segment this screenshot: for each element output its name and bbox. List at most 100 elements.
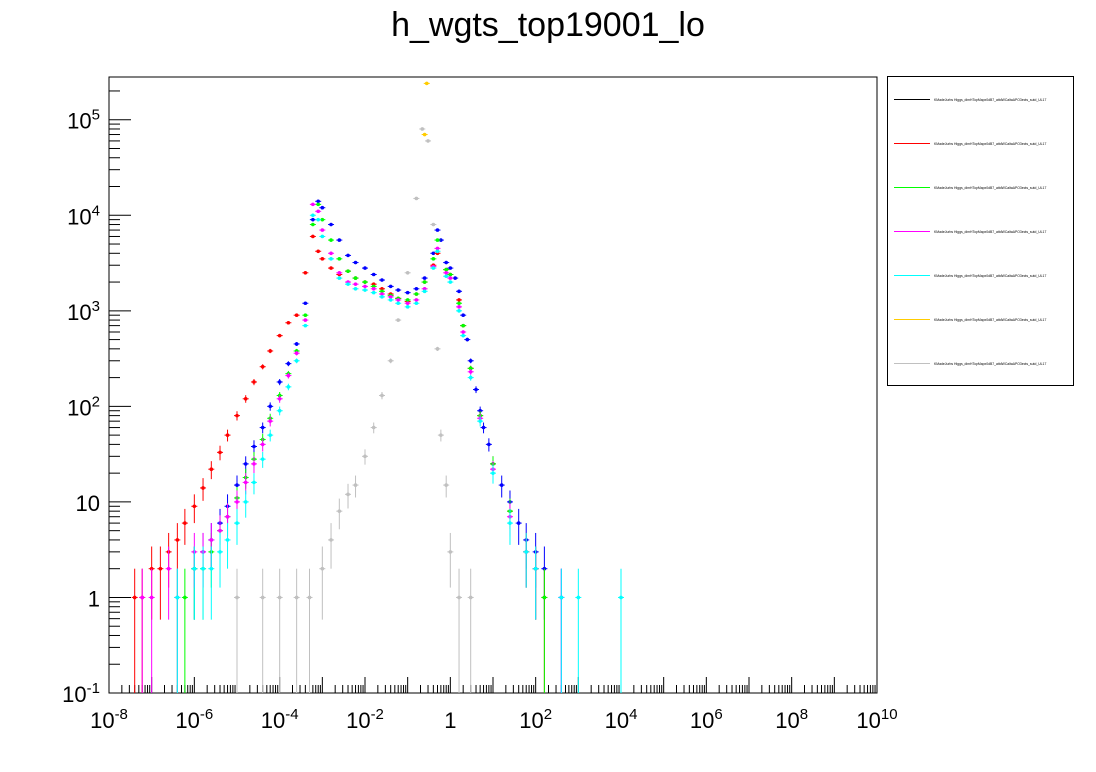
data-point <box>294 313 299 317</box>
data-point <box>243 480 248 485</box>
data-point <box>329 257 333 261</box>
data-point <box>457 309 461 313</box>
data-point <box>277 380 282 384</box>
data-point <box>268 349 273 353</box>
data-point <box>303 313 308 317</box>
data-point <box>444 483 448 487</box>
series-6 <box>234 127 474 693</box>
data-point <box>337 257 342 261</box>
legend-swatch <box>894 319 930 320</box>
legend-swatch <box>894 99 930 100</box>
data-point <box>268 404 273 409</box>
data-point <box>243 500 248 504</box>
legend: KMadeJurbs Higgs_dimHTopMapx0dB7_attdWCa… <box>887 76 1074 386</box>
data-point <box>461 333 465 338</box>
data-point <box>268 433 273 437</box>
data-point <box>380 292 384 296</box>
data-point <box>209 538 214 542</box>
data-point <box>149 595 154 600</box>
data-point <box>405 290 410 295</box>
data-point <box>183 595 187 600</box>
data-point <box>468 375 473 380</box>
data-point <box>294 351 299 356</box>
data-point <box>380 393 384 398</box>
data-point <box>243 396 248 401</box>
data-point <box>183 521 187 525</box>
data-point <box>225 538 230 542</box>
legend-swatch <box>894 231 930 232</box>
data-point <box>461 330 465 334</box>
data-point <box>435 228 440 232</box>
data-point <box>192 566 197 571</box>
x-tick-label: 108 <box>775 706 808 733</box>
legend-label: KMadeJurbs Higgs_dimHTopMapx0dB7_attdWCa… <box>934 230 1047 234</box>
data-point <box>286 373 291 378</box>
data-point <box>424 81 429 86</box>
data-point <box>311 222 315 227</box>
data-point <box>201 486 205 490</box>
data-point <box>457 595 461 600</box>
data-point <box>380 278 384 282</box>
data-point <box>431 222 436 227</box>
data-point <box>542 595 547 600</box>
data-point <box>337 276 342 280</box>
data-point <box>218 450 222 455</box>
data-point <box>303 270 308 275</box>
data-point <box>320 566 325 571</box>
data-point <box>320 217 325 222</box>
data-point <box>426 139 430 143</box>
data-point <box>422 280 427 284</box>
y-tick-label: 103 <box>67 298 100 325</box>
legend-label: KMadeJurbs Higgs_dimHTopMapx0dB7_attdWCa… <box>934 142 1047 146</box>
data-point <box>388 295 393 299</box>
data-point <box>619 595 623 600</box>
data-point <box>363 284 367 289</box>
data-point <box>435 246 440 251</box>
data-point <box>491 471 495 475</box>
data-point <box>405 301 410 306</box>
data-point <box>329 251 333 256</box>
y-tick-label: 10-1 <box>62 680 100 707</box>
data-point <box>307 595 312 600</box>
data-point <box>252 380 256 384</box>
legend-entry: KMadeJurbs Higgs_dimHTopMapx0dB7_attdWCa… <box>894 315 1074 325</box>
data-point <box>431 251 436 256</box>
data-point <box>396 318 401 322</box>
plot-frame <box>108 76 878 694</box>
data-point <box>311 234 315 239</box>
data-point <box>218 528 222 533</box>
data-point <box>277 396 282 401</box>
data-point <box>499 483 504 487</box>
data-point <box>316 202 320 207</box>
data-point <box>559 595 564 600</box>
data-point <box>371 425 376 430</box>
data-point <box>268 419 273 423</box>
data-point <box>252 462 256 466</box>
legend-label: KMadeJurbs Higgs_dimHTopMapx0dB7_attdWCa… <box>934 186 1047 190</box>
data-point <box>435 238 440 242</box>
x-tick-label: 104 <box>605 706 638 733</box>
data-point <box>277 595 282 600</box>
data-point <box>209 566 214 571</box>
legend-swatch <box>894 275 930 276</box>
data-point <box>457 289 461 294</box>
data-point <box>414 196 419 201</box>
data-point <box>235 483 239 487</box>
data-point <box>260 364 265 369</box>
data-point <box>286 361 291 366</box>
data-point <box>329 266 333 270</box>
series-2 <box>174 202 548 693</box>
y-tick-label: 104 <box>67 202 100 229</box>
data-point <box>316 199 320 204</box>
data-point <box>414 301 419 306</box>
data-point <box>311 217 315 222</box>
data-point <box>311 202 315 207</box>
data-point <box>277 333 282 338</box>
data-point <box>533 566 538 571</box>
data-point <box>363 280 367 284</box>
data-point <box>388 298 393 302</box>
data-point <box>422 276 427 280</box>
data-point <box>508 521 512 525</box>
data-point <box>448 276 453 280</box>
